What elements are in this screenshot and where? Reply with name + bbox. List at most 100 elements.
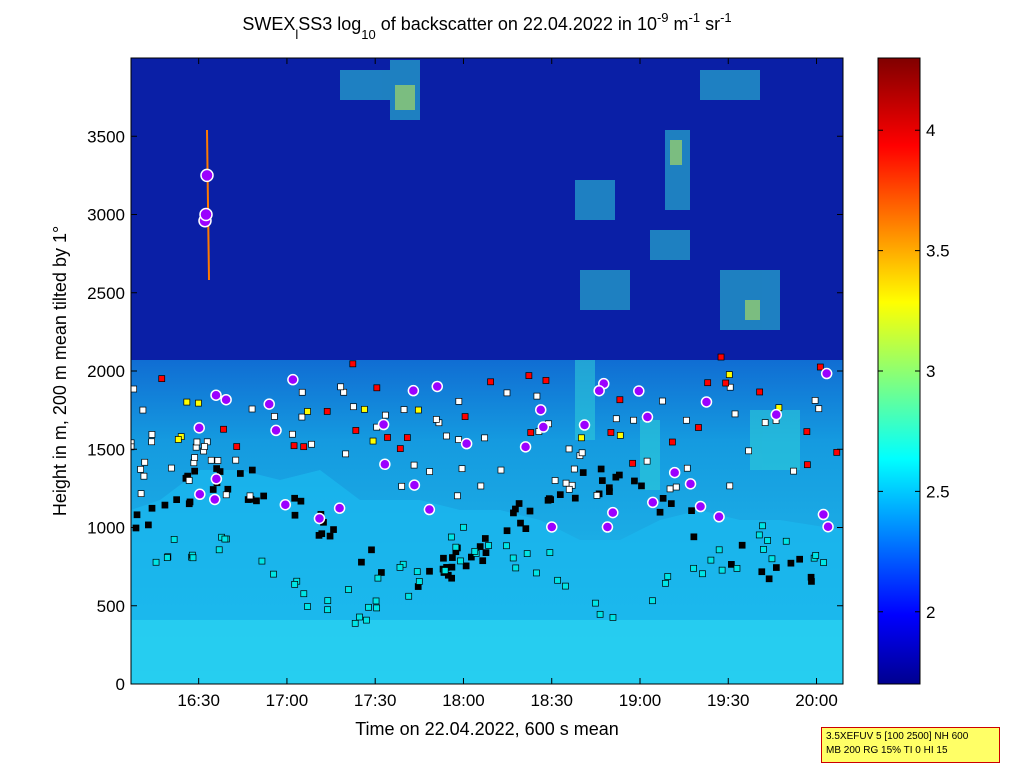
- marker-cloud: [337, 383, 345, 391]
- marker-cloud: [271, 413, 278, 420]
- marker-cloud: [565, 445, 573, 453]
- marker-aggregate-high: [199, 207, 213, 222]
- marker-cloud: [398, 482, 406, 490]
- marker-base: [765, 575, 773, 583]
- marker-aggregate: [210, 389, 222, 401]
- marker-base: [545, 495, 553, 502]
- marker-base: [773, 564, 780, 571]
- colorbar-tick-label: 3.5: [926, 242, 950, 261]
- marker-strong: [669, 438, 676, 446]
- marker-base: [616, 471, 623, 479]
- marker-aggregate: [633, 385, 645, 397]
- x-tick-label: 19:30: [707, 691, 750, 710]
- marker-cloud: [672, 483, 680, 491]
- colorbar-tick-label: 4: [926, 121, 935, 140]
- marker-cloud: [455, 398, 463, 405]
- marker-lower: [170, 536, 178, 543]
- marker-lower: [221, 535, 229, 543]
- marker-base: [297, 497, 305, 505]
- marker-cloud: [593, 492, 601, 499]
- marker-cloud: [193, 438, 201, 446]
- marker-aggregate: [377, 418, 390, 431]
- marker-base: [378, 569, 385, 576]
- marker-aggregate: [407, 384, 420, 397]
- marker-lower: [755, 531, 763, 539]
- marker-cloud: [248, 405, 256, 413]
- marker-lower: [715, 546, 723, 554]
- marker-base: [503, 527, 511, 535]
- marker-cloud: [455, 436, 462, 443]
- marker-strong: [233, 443, 241, 450]
- y-tick-label: 500: [97, 597, 125, 616]
- marker-lower: [592, 599, 599, 607]
- bright-cloud-cores: [395, 85, 760, 320]
- marker-strong: [220, 425, 227, 433]
- marker-cloud: [201, 443, 208, 450]
- marker-base: [468, 553, 475, 561]
- marker-cloud: [400, 406, 408, 413]
- marker-aggregate: [519, 441, 532, 453]
- marker-cloud: [562, 479, 570, 487]
- marker-base: [291, 494, 298, 502]
- marker-cloud: [745, 447, 752, 455]
- marker-lower: [649, 597, 656, 605]
- marker-base: [449, 554, 456, 561]
- marker-lower: [512, 564, 520, 572]
- marker-cloud: [497, 466, 505, 474]
- marker-upper: [725, 371, 733, 378]
- marker-cloud: [137, 465, 144, 473]
- marker-base: [556, 491, 564, 498]
- marker-base: [213, 465, 220, 472]
- marker-cloud: [630, 416, 637, 424]
- y-tick-label: 2500: [87, 284, 125, 303]
- colorbar-ticks: 2 2.5 3 3.5 4: [878, 121, 950, 622]
- marker-base: [173, 496, 180, 504]
- marker-aggregate: [537, 421, 550, 433]
- marker-base: [358, 558, 365, 566]
- marker-upper: [304, 408, 311, 415]
- marker-base: [579, 469, 587, 476]
- marker-base: [326, 532, 334, 540]
- marker-cloud: [342, 450, 350, 458]
- marker-base: [571, 494, 579, 502]
- marker-strong: [300, 443, 308, 451]
- marker-base: [462, 562, 470, 570]
- marker-base: [758, 568, 766, 576]
- marker-lower: [707, 556, 715, 564]
- marker-cloud: [246, 492, 254, 500]
- marker-aggregate: [607, 506, 619, 519]
- marker-cloud: [726, 383, 734, 391]
- marker-lower: [457, 557, 464, 565]
- marker-lower: [820, 559, 827, 566]
- marker-cloud: [683, 416, 690, 424]
- marker-strong: [616, 396, 624, 404]
- marker-upper: [174, 436, 182, 443]
- marker-aggregate: [431, 380, 444, 393]
- marker-cloud: [298, 388, 306, 396]
- marker-cloud: [659, 397, 666, 405]
- marker-strong: [607, 429, 615, 436]
- marker-strong: [352, 427, 360, 434]
- marker-cloud: [207, 456, 215, 464]
- marker-strong: [722, 379, 730, 387]
- marker-lower: [189, 554, 197, 562]
- y-tick-label: 3500: [87, 127, 125, 146]
- marker-base: [638, 482, 645, 490]
- colorbar-tick-label: 2: [926, 603, 935, 622]
- marker-cloud: [382, 411, 389, 419]
- marker-lower: [351, 619, 359, 627]
- marker-cloud: [350, 403, 357, 411]
- marker-aggregate: [770, 408, 783, 421]
- marker-lower: [452, 543, 460, 551]
- marker-lower: [503, 542, 510, 550]
- marker-base: [728, 561, 735, 568]
- marker-cloud: [222, 491, 230, 499]
- marker-aggregate: [193, 422, 205, 434]
- marker-cloud: [148, 438, 155, 446]
- marker-lower: [258, 557, 266, 565]
- marker-cloud: [731, 410, 739, 418]
- info-line-2: MB 200 RG 15% TI 0 HI 15: [826, 745, 948, 756]
- marker-base: [597, 465, 605, 473]
- marker-cloud: [191, 454, 198, 461]
- marker-base: [133, 511, 141, 519]
